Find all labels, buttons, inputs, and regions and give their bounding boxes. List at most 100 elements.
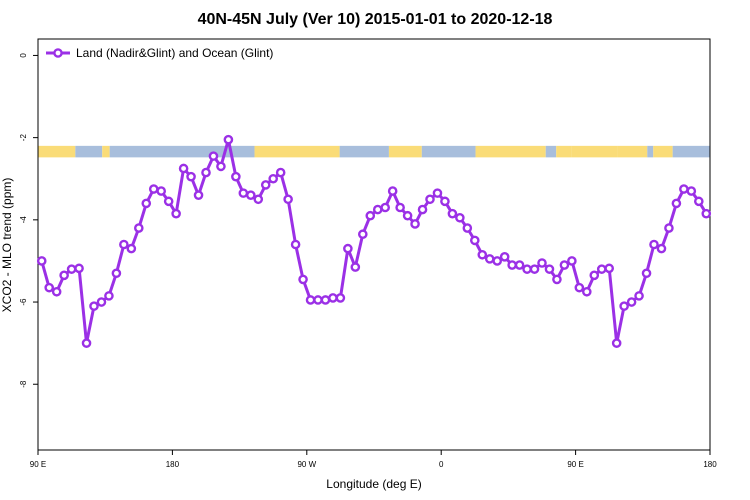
data-point	[514, 260, 525, 270]
data-point	[81, 338, 92, 348]
data-point	[574, 282, 585, 293]
data-point	[148, 184, 159, 194]
data-point	[44, 282, 55, 293]
data-point	[51, 286, 62, 297]
x-tick-label: 180	[703, 460, 717, 469]
data-point	[275, 167, 286, 178]
data-point	[141, 198, 152, 209]
band-segment-land	[102, 145, 110, 158]
data-point	[208, 151, 219, 161]
y-tick-label: -8	[19, 380, 28, 388]
chart-title: 40N-45N July (Ver 10) 2015-01-01 to 2020…	[198, 11, 553, 28]
data-point	[701, 208, 712, 219]
data-point	[462, 223, 473, 233]
band-segment-land	[475, 145, 546, 158]
data-point	[201, 167, 211, 178]
band-segment-ocean	[647, 145, 654, 158]
band-segment-land	[653, 145, 673, 158]
y-tick-label: -4	[19, 216, 28, 224]
data-point	[335, 293, 346, 303]
legend-label: Land (Nadir&Glint) and Ocean (Glint)	[76, 46, 273, 60]
data-point	[559, 260, 570, 270]
data-point	[156, 186, 166, 196]
data-point	[96, 297, 107, 307]
data-point	[313, 295, 323, 305]
data-point	[59, 270, 69, 281]
data-point	[305, 295, 316, 305]
band-segment-ocean	[339, 145, 389, 158]
data-point	[298, 274, 308, 285]
data-point	[477, 249, 488, 260]
data-point	[372, 204, 383, 215]
data-point	[611, 338, 622, 348]
data-point	[328, 293, 338, 303]
x-tick-label: 180	[166, 460, 180, 469]
data-point	[260, 180, 271, 190]
band-segment-ocean	[421, 145, 476, 158]
x-tick-label: 90 E	[30, 460, 46, 469]
data-point	[133, 223, 144, 233]
band-segment-land	[38, 145, 76, 158]
data-point	[499, 252, 510, 262]
data-point	[66, 264, 77, 274]
data-point	[492, 256, 503, 266]
x-tick-label: 90 W	[297, 460, 316, 469]
band-segment-land	[571, 145, 618, 158]
series-layer	[36, 134, 712, 348]
data-point	[231, 171, 241, 182]
data-point	[694, 196, 704, 207]
data-point	[417, 204, 428, 215]
data-point	[440, 196, 450, 207]
data-point	[529, 264, 540, 274]
data-point	[649, 239, 659, 250]
data-point	[686, 186, 697, 196]
data-point	[522, 264, 532, 274]
y-tick-label: -2	[19, 134, 28, 142]
data-point	[119, 239, 129, 250]
data-point	[380, 202, 391, 213]
data-point	[89, 301, 99, 311]
data-point	[656, 243, 667, 254]
data-point	[387, 186, 398, 196]
data-point	[178, 163, 189, 174]
data-point	[268, 173, 279, 184]
data-point	[74, 263, 84, 274]
y-axis: 0 -2 -4 -6 -8	[19, 53, 38, 388]
data-point	[126, 243, 137, 254]
data-point	[552, 274, 562, 285]
data-point	[679, 184, 689, 194]
band-segment-ocean	[109, 145, 255, 158]
data-point	[596, 264, 607, 274]
band-segment-ocean	[545, 145, 557, 158]
data-point	[507, 260, 517, 270]
data-point	[290, 239, 301, 250]
data-point	[664, 223, 674, 233]
data-point	[357, 229, 368, 240]
data-point	[283, 194, 293, 205]
data-point	[469, 235, 480, 246]
band-segment-land	[388, 145, 422, 158]
data-point	[567, 256, 577, 266]
x-tick-label: 90 E	[567, 460, 583, 469]
y-tick-label: -6	[19, 298, 28, 306]
data-point	[544, 264, 555, 274]
data-point	[604, 263, 615, 274]
data-point	[163, 196, 174, 207]
data-point	[343, 243, 353, 254]
y-tick-label: 0	[19, 53, 28, 58]
x-axis: 90 E 180 90 W 0 90 E 180	[30, 450, 717, 469]
data-point	[634, 291, 644, 301]
band-segment-ocean	[672, 145, 710, 158]
x-tick-label: 0	[439, 460, 444, 469]
series-line	[40, 138, 708, 345]
data-point	[223, 134, 234, 145]
data-point	[36, 256, 47, 266]
band-segment-land	[617, 145, 648, 158]
data-point	[626, 297, 637, 307]
data-point	[589, 270, 600, 281]
data-point	[193, 190, 204, 200]
data-point	[350, 262, 361, 272]
legend-marker	[53, 48, 63, 58]
legend: Land (Nadir&Glint) and Ocean (Glint)	[46, 46, 273, 60]
